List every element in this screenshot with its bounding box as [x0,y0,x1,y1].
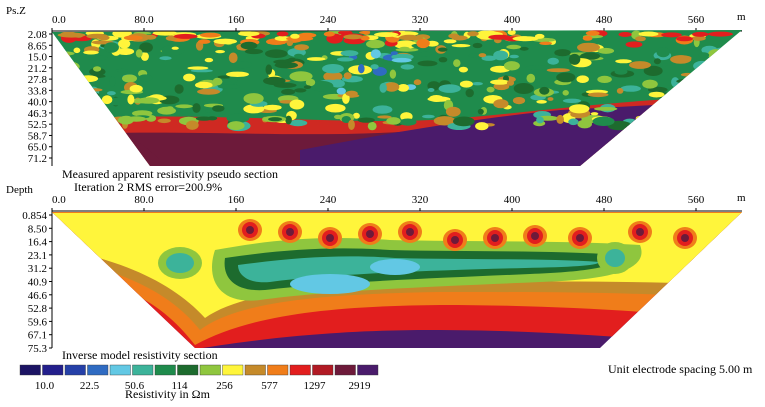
y-tick-label: 67.1 [28,330,47,342]
x-tick-label: 0.0 [52,194,66,206]
legend-swatch [222,364,244,376]
legend-swatch [109,364,131,376]
x-tick-label: 0.0 [52,14,66,26]
bottom-y-axis-label: Depth [6,184,33,196]
y-tick-label: 21.2 [28,63,47,75]
legend-swatch [64,364,86,376]
legend-swatch [177,364,199,376]
y-tick-label: 8.50 [28,223,48,235]
y-tick-label: 15.0 [28,52,48,64]
y-tick-label: 40.9 [28,277,48,289]
legend-label: 1297 [304,380,327,392]
legend-swatch [42,364,64,376]
legend-swatch [312,364,334,376]
pseudo-section-title: Measured apparent resistivity pseudo sec… [62,167,278,181]
top-x-unit: m [737,11,746,23]
legend-swatch [87,364,109,376]
x-tick-label: 160 [228,14,245,26]
top-y-ticks: 2.088.6515.021.227.833.840.046.352.558.7… [28,29,52,165]
x-tick-label: 240 [320,194,337,206]
legend-label: 577 [261,380,278,392]
x-tick-label: 480 [596,194,613,206]
y-tick-label: 52.5 [28,119,48,131]
y-tick-label: 46.3 [28,108,48,120]
legend-swatch [357,364,379,376]
legend-swatch [267,364,289,376]
x-tick-label: 560 [688,194,705,206]
y-tick-label: 2.08 [28,29,48,41]
y-tick-label: 58.7 [28,130,48,142]
legend-title: Resistivity in Ωm [125,387,211,401]
legend-label: 2919 [349,380,372,392]
legend-label: 22.5 [80,380,100,392]
pseudo-section-panel: Ps.Z m 0.0 80.0 160 240 320 400 480 560 2.088.6… [6,5,746,194]
legend-swatch [289,364,311,376]
iteration-rms-text: Iteration 2 RMS error=200.9% [74,180,222,194]
legend-swatch [132,364,154,376]
bottom-x-ticks: 0.0 80.0 160 240 320 400 480 560 [51,194,705,211]
y-tick-label: 0.854 [22,210,47,222]
legend-swatch [154,364,176,376]
legend-label: 50.6 [125,380,145,392]
x-tick-label: 560 [688,14,705,26]
legend-label: 114 [171,380,188,392]
top-x-ticks: 0.0 80.0 160 240 320 400 480 560 [51,14,705,31]
top-y-axis-label: Ps.Z [6,5,26,17]
inverse-section-panel: Depth m 0.0 80.0 160 240 320 400 480 560 0.8548… [6,184,746,362]
y-tick-label: 71.2 [28,153,47,165]
x-tick-label: 320 [412,194,429,206]
x-tick-label: 400 [504,194,521,206]
y-tick-label: 8.65 [28,40,48,52]
y-tick-label: 33.8 [28,85,48,97]
pseudo-section-plot [52,30,742,166]
y-tick-label: 52.8 [28,303,48,315]
legend-label: 256 [216,380,233,392]
x-tick-label: 80.0 [134,194,154,206]
y-tick-label: 46.6 [28,290,48,302]
x-tick-label: 80.0 [134,14,154,26]
legend-label: 10.0 [35,380,55,392]
y-tick-label: 59.6 [28,316,48,328]
legend-swatch [244,364,266,376]
y-tick-label: 75.3 [28,343,48,355]
y-tick-label: 65.0 [28,142,48,154]
legend-swatch [19,364,41,376]
y-tick-label: 40.0 [28,97,48,109]
legend-swatch [199,364,221,376]
x-tick-label: 480 [596,14,613,26]
y-tick-label: 31.2 [28,263,47,275]
x-tick-label: 240 [320,14,337,26]
inverse-section-plot [52,212,742,348]
x-tick-label: 400 [504,14,521,26]
x-tick-label: 320 [412,14,429,26]
x-tick-label: 160 [228,194,245,206]
y-tick-label: 16.4 [28,237,48,249]
electrode-spacing-note: Unit electrode spacing 5.00 m [608,362,753,376]
color-legend: 10.0 22.5 50.6 114 256 577 1297 2919 Resistivit… [19,364,379,401]
y-tick-label: 23.1 [28,250,47,262]
legend-swatch [334,364,356,376]
bottom-x-unit: m [737,192,746,204]
y-tick-label: 27.8 [28,74,48,86]
inverse-section-title: Inverse model resistivity section [62,348,218,362]
